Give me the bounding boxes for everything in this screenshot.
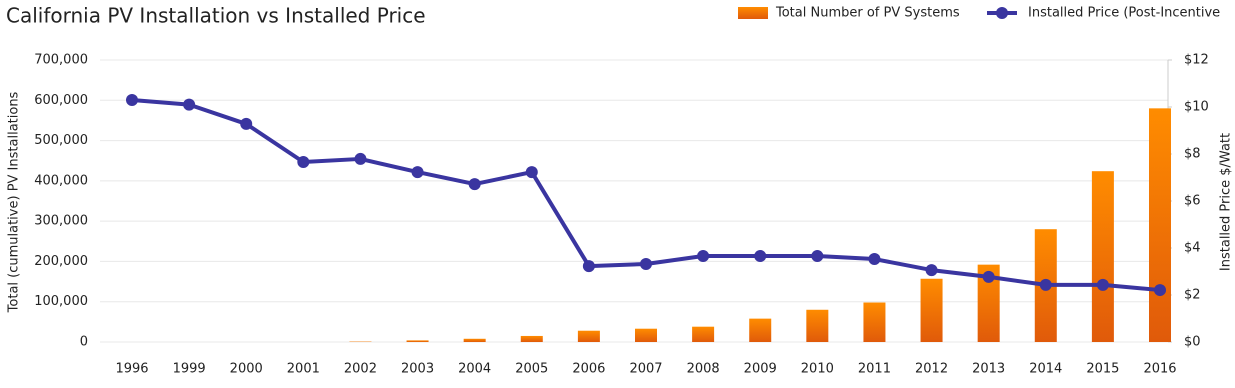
x-tick-label: 2015: [1086, 362, 1119, 377]
x-tick-label: 1996: [115, 362, 148, 377]
x-tick-label: 2010: [801, 362, 834, 377]
x-tick-label: 2011: [858, 362, 891, 377]
y-tick-label: 0: [80, 335, 88, 350]
bar: [635, 328, 657, 342]
price-marker: [240, 117, 253, 130]
y2-tick-label: $2: [1184, 288, 1201, 303]
bar: [863, 302, 886, 342]
x-tick-label: 2002: [344, 362, 377, 377]
legend-swatch: [738, 7, 768, 19]
price-marker: [754, 249, 767, 262]
x-tick-label: 2004: [458, 362, 491, 377]
y-tick-label: 100,000: [34, 294, 88, 309]
y-tick-label: 500,000: [34, 133, 88, 148]
x-tick-label: 2006: [572, 362, 605, 377]
x-tick-label: 2001: [287, 362, 320, 377]
bar: [577, 330, 600, 342]
bar: [1091, 171, 1114, 342]
x-tick-label: 2008: [687, 362, 720, 377]
price-marker: [1154, 284, 1166, 297]
y2-tick-label: $12: [1184, 53, 1209, 68]
y2-tick-label: $8: [1184, 147, 1201, 162]
price-marker: [468, 178, 481, 191]
price-marker: [1096, 278, 1109, 291]
legend-label: Total Number of PV Systems: [775, 6, 960, 21]
price-marker: [811, 249, 824, 262]
y2-tick-label: $4: [1184, 241, 1201, 256]
y-tick-label: 200,000: [34, 254, 88, 269]
bar: [1149, 108, 1171, 342]
bar: [977, 264, 1000, 342]
y2-tick-label: $0: [1184, 335, 1201, 350]
price-marker: [354, 152, 367, 165]
price-marker: [411, 166, 424, 179]
x-tick-label: 1999: [173, 362, 206, 377]
y-axis-title: Total (cumulative) PV Installations: [7, 91, 22, 313]
x-tick-label: 2000: [230, 362, 263, 377]
x-tick-label: 2009: [744, 362, 777, 377]
y2-tick-label: $10: [1184, 100, 1209, 115]
y-tick-label: 300,000: [34, 214, 88, 229]
x-tick-label: 2003: [401, 362, 434, 377]
bar: [692, 326, 715, 342]
x-tick-label: 2014: [1029, 362, 1062, 377]
x-tick-label: 2005: [515, 362, 548, 377]
bar: [406, 340, 429, 342]
price-marker: [183, 98, 196, 111]
price-marker: [1039, 278, 1052, 291]
legend-swatch: [996, 7, 1008, 19]
price-marker: [868, 253, 881, 266]
price-marker: [126, 93, 138, 106]
legend-label: Installed Price (Post-Incentive: [1028, 6, 1220, 21]
price-marker: [297, 155, 310, 168]
price-marker: [582, 260, 595, 273]
price-marker: [697, 249, 710, 262]
chart-title: California PV Installation vs Installed …: [6, 4, 426, 28]
y-tick-label: 600,000: [34, 93, 88, 108]
price-marker: [640, 257, 652, 270]
bar: [520, 335, 543, 342]
y2-axis-title: Installed Price $/Watt: [1219, 133, 1234, 271]
y-tick-label: 400,000: [34, 173, 88, 188]
price-marker: [925, 264, 938, 277]
x-tick-label: 2013: [972, 362, 1005, 377]
price-marker: [982, 270, 995, 283]
x-tick-label: 2012: [915, 362, 948, 377]
bar: [806, 309, 829, 342]
bar: [920, 278, 943, 342]
x-tick-label: 2016: [1143, 362, 1176, 377]
bar: [749, 318, 772, 342]
price-marker: [525, 166, 538, 179]
x-tick-label: 2007: [629, 362, 662, 377]
y2-tick-label: $6: [1184, 194, 1201, 209]
y-tick-label: 700,000: [34, 53, 88, 68]
bar: [463, 338, 486, 342]
